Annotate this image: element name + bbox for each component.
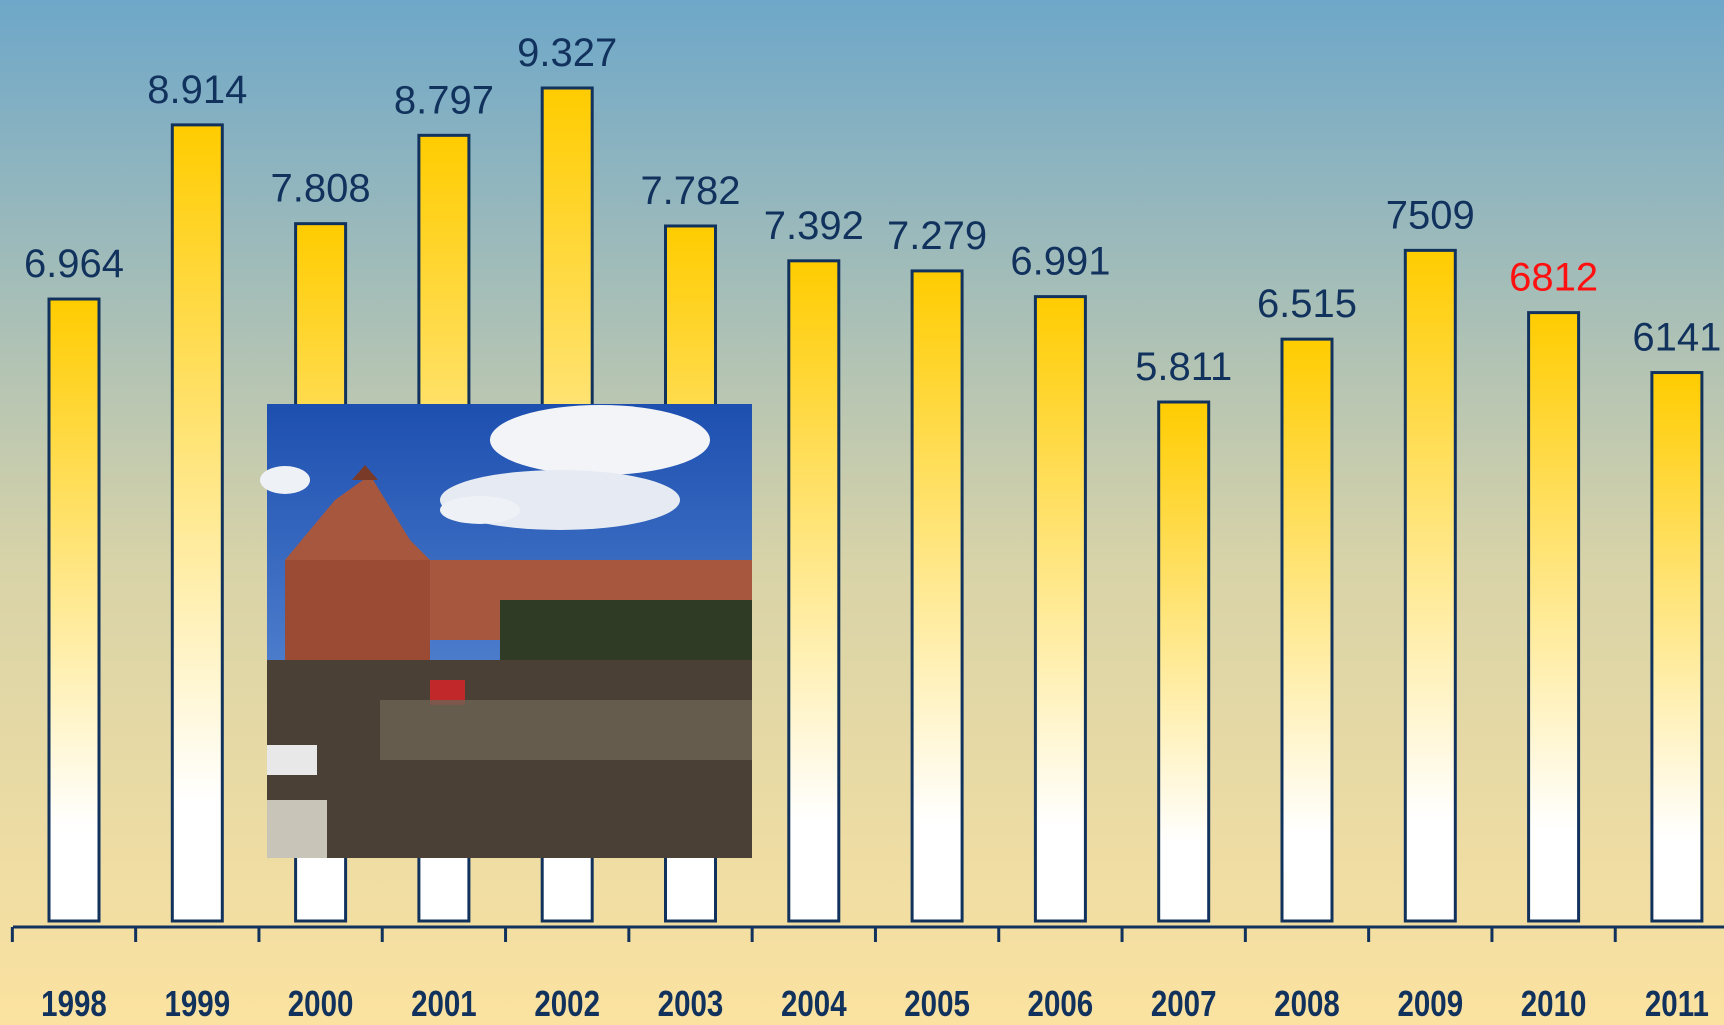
x-tick-label: 2009 <box>1397 983 1463 1023</box>
value-label: 5.811 <box>1135 345 1232 389</box>
x-tick-label: 1999 <box>164 983 230 1023</box>
value-label: 6141 <box>1632 316 1721 360</box>
bar <box>47 297 101 923</box>
value-label: 7.279 <box>887 214 987 258</box>
value-label: 6.964 <box>24 242 124 286</box>
value-label: 6.515 <box>1257 282 1357 326</box>
value-label: 8.914 <box>147 68 247 112</box>
value-label: 8.797 <box>394 78 494 122</box>
bar <box>1033 295 1087 923</box>
value-label: 7.392 <box>764 204 864 248</box>
x-tick-label: 2010 <box>1521 983 1587 1023</box>
x-tick-label: 1998 <box>41 983 107 1023</box>
x-tick-label: 2002 <box>534 983 600 1023</box>
x-tick-label: 2004 <box>781 983 847 1023</box>
bar <box>1527 311 1581 923</box>
value-label: 9.327 <box>517 31 617 75</box>
x-tick-label: 2008 <box>1274 983 1340 1023</box>
x-tick-label: 2005 <box>904 983 970 1023</box>
value-label: 6812 <box>1509 256 1598 300</box>
value-label: 7509 <box>1386 193 1475 237</box>
bar <box>1157 400 1211 923</box>
value-label: 7.782 <box>640 169 740 213</box>
x-tick-label: 2011 <box>1645 983 1709 1023</box>
value-label: 7.808 <box>271 167 371 211</box>
x-tick-label: 2000 <box>288 983 354 1023</box>
x-tick-label: 2006 <box>1028 983 1094 1023</box>
bar <box>170 123 224 923</box>
bar <box>1280 337 1334 923</box>
photo <box>260 404 752 858</box>
x-tick-label: 2003 <box>658 983 724 1023</box>
bar <box>1650 371 1704 923</box>
value-label: 6.991 <box>1010 240 1110 284</box>
x-tick-label: 2001 <box>411 983 477 1023</box>
bar <box>787 259 841 923</box>
x-tick-label: 2007 <box>1151 983 1217 1023</box>
bar <box>1403 248 1457 923</box>
bar <box>910 269 964 923</box>
